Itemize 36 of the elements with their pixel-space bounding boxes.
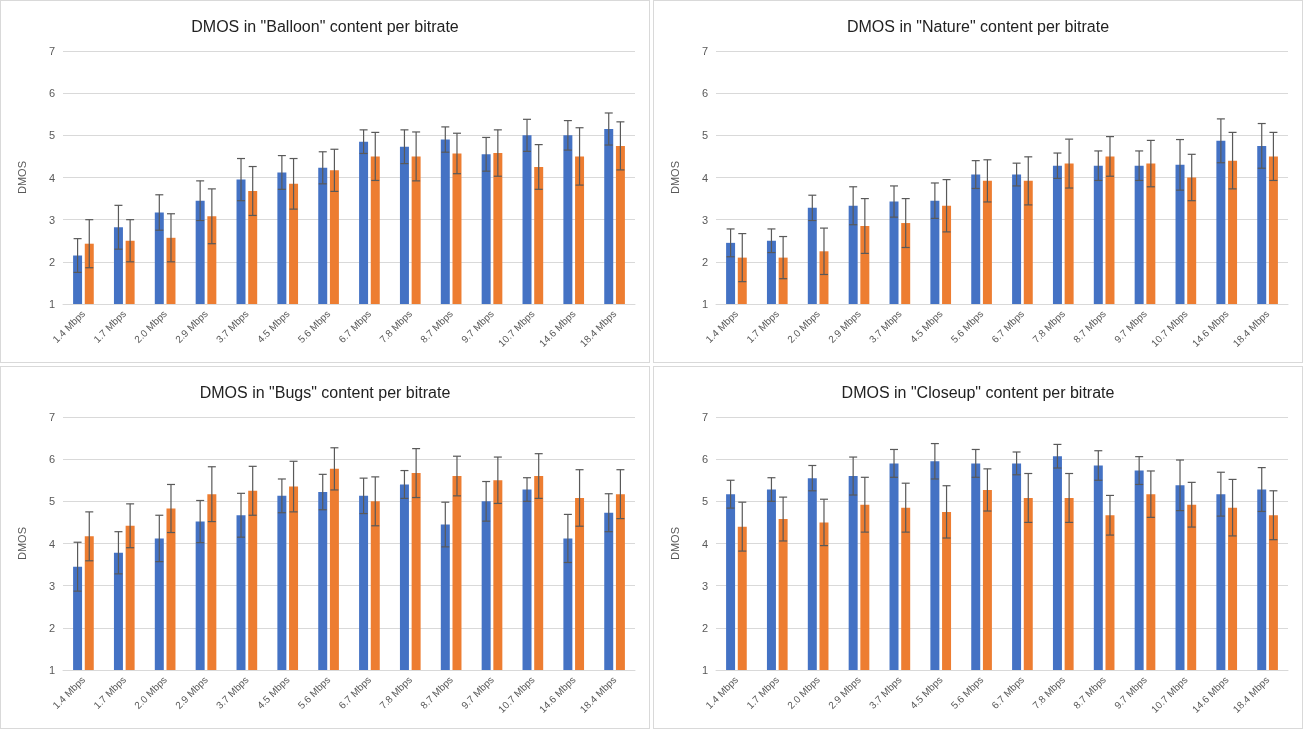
y-tick-label: 1 <box>701 298 708 310</box>
chart-title: DMOS in "Closeup" content per bitrate <box>841 383 1115 401</box>
y-tick-label: 2 <box>701 255 708 268</box>
chart-title: DMOS in "Nature" content per bitrate <box>846 17 1110 35</box>
y-tick-label: 3 <box>701 213 708 226</box>
y-tick-label: 4 <box>48 171 55 184</box>
y-axis-title: DMOS <box>15 161 28 194</box>
y-tick-label: 5 <box>701 495 708 508</box>
chart-title: DMOS in "Balloon" content per bitrate <box>191 17 459 35</box>
y-tick-label: 6 <box>48 453 55 466</box>
y-axis-title: DMOS <box>15 527 28 560</box>
y-tick-label: 2 <box>48 621 55 634</box>
y-tick-label: 2 <box>701 621 708 634</box>
y-tick-label: 4 <box>48 537 55 550</box>
y-tick-label: 7 <box>701 411 708 423</box>
y-tick-label: 1 <box>701 664 708 676</box>
y-tick-label: 7 <box>48 411 55 423</box>
y-tick-label: 3 <box>701 579 708 592</box>
y-tick-label: 3 <box>48 213 55 226</box>
y-tick-label: 7 <box>48 45 55 57</box>
y-tick-label: 7 <box>701 45 708 57</box>
y-tick-label: 2 <box>48 255 55 268</box>
y-tick-label: 1 <box>48 664 55 676</box>
y-tick-label: 5 <box>701 129 708 142</box>
y-tick-label: 4 <box>701 537 708 550</box>
y-tick-label: 1 <box>48 298 55 310</box>
y-tick-label: 4 <box>701 171 708 184</box>
y-tick-label: 5 <box>48 495 55 508</box>
y-tick-label: 6 <box>701 87 708 100</box>
y-tick-label: 6 <box>701 453 708 466</box>
chart-title: DMOS in "Bugs" content per bitrate <box>199 383 451 401</box>
y-tick-label: 3 <box>48 579 55 592</box>
y-axis-title: DMOS <box>668 527 681 560</box>
y-tick-label: 6 <box>48 87 55 100</box>
y-axis-title: DMOS <box>668 161 681 194</box>
y-tick-label: 5 <box>48 129 55 142</box>
